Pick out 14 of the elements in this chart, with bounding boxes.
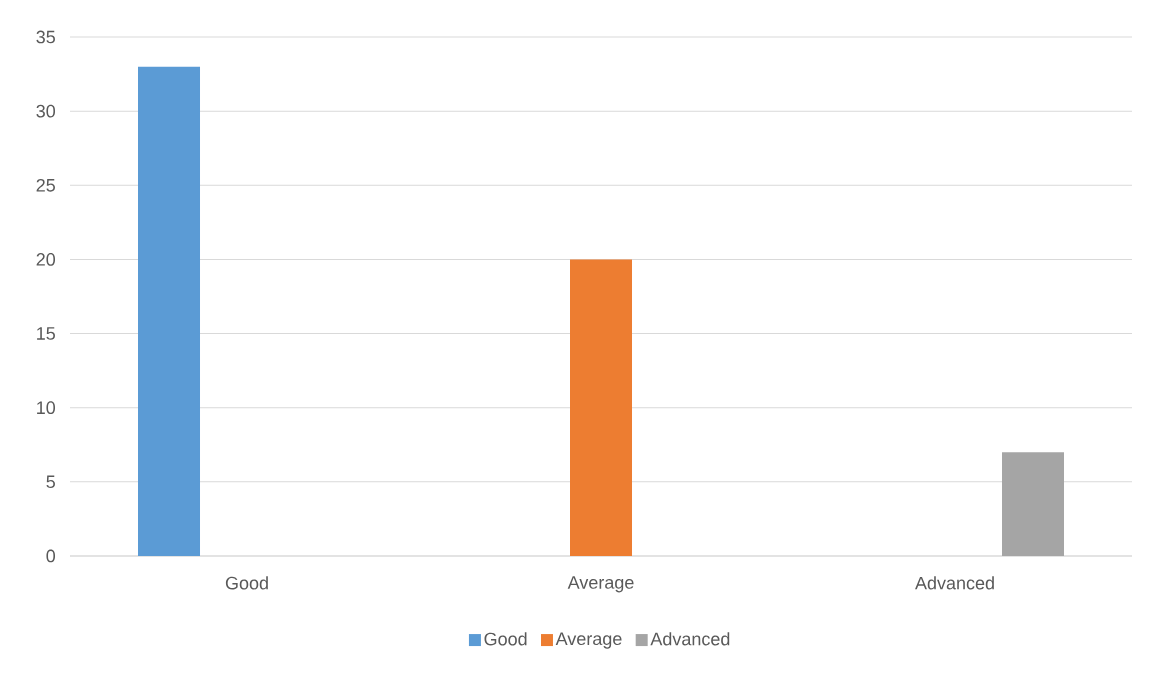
legend-label: Advanced bbox=[650, 632, 730, 646]
x-tick-label: Average bbox=[567, 576, 634, 593]
y-tick-label: 35 bbox=[36, 30, 55, 44]
legend-label: Good bbox=[484, 632, 527, 646]
y-tick-label: 10 bbox=[37, 401, 56, 415]
y-tick-label: 25 bbox=[36, 178, 55, 192]
y-tick-label: 20 bbox=[36, 253, 56, 266]
y-tick-label: 5 bbox=[46, 475, 55, 489]
x-tick-label: Advanced bbox=[915, 576, 994, 590]
y-tick-label: 30 bbox=[36, 104, 56, 118]
legend-label: Average bbox=[555, 632, 622, 649]
x-tick-label: Good bbox=[225, 576, 268, 590]
y-tick-label: 0 bbox=[46, 549, 56, 563]
y-tick-label: 15 bbox=[37, 327, 55, 340]
